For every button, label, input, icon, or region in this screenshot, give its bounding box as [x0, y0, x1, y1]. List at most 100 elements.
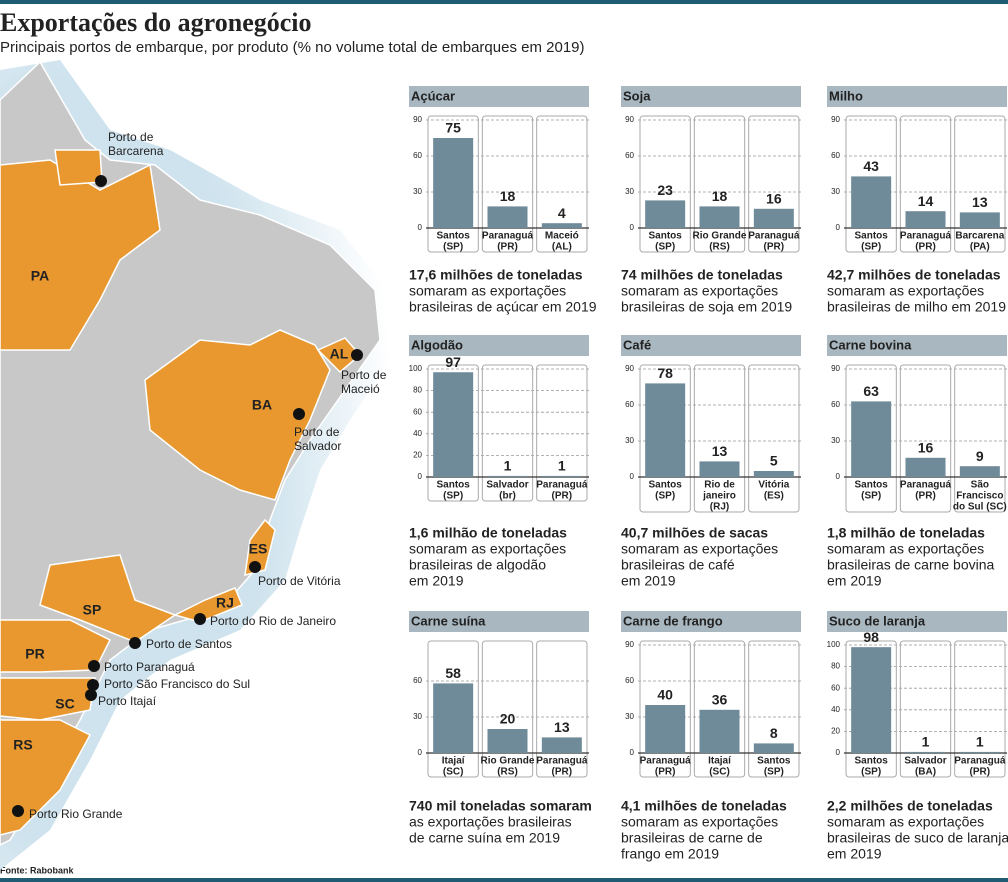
caption-headline: 42,7 milhões de toneladas — [827, 267, 1001, 283]
bar — [541, 475, 582, 477]
x-tick-label: Francisco — [956, 491, 1003, 502]
x-tick-label: (SP) — [443, 491, 463, 502]
y-tick-label: 60 — [625, 676, 634, 685]
value-label: 36 — [712, 692, 728, 708]
x-tick-label: (ES) — [764, 491, 784, 502]
band-frame — [639, 640, 691, 778]
caption-text: somaram as exportações — [621, 814, 778, 830]
bar — [645, 200, 686, 228]
x-tick-label: (SP) — [764, 767, 784, 778]
value-label: 98 — [863, 629, 879, 645]
port-label: Porto de — [294, 425, 340, 439]
bar — [851, 401, 892, 477]
band-frame — [427, 640, 479, 778]
band-frame — [899, 640, 952, 778]
band-frame — [899, 115, 952, 253]
caption-text: brasileiras de carne de — [621, 830, 763, 846]
bar — [699, 206, 740, 228]
x-tick-label: (PR) — [552, 767, 573, 778]
x-tick-label: (SC) — [443, 767, 464, 778]
chart-title: Algodão — [411, 337, 463, 352]
state-label: BA — [252, 397, 272, 413]
caption-headline: 2,2 milhões de toneladas — [827, 798, 993, 814]
chart-title: Suco de laranja — [829, 613, 926, 628]
x-tick-label: Salvador — [486, 480, 528, 491]
x-tick-label: Paranaguá — [748, 231, 800, 242]
port-dot — [249, 561, 261, 573]
x-tick-label: Paranaguá — [640, 756, 692, 767]
x-tick-label: (SP) — [861, 491, 881, 502]
y-tick-label: 60 — [413, 407, 422, 416]
y-tick-label: 80 — [831, 662, 840, 671]
band-frame — [639, 115, 691, 253]
x-tick-label: Santos — [648, 480, 682, 491]
bar — [905, 211, 946, 228]
y-tick-label: 0 — [836, 748, 841, 757]
value-label: 8 — [770, 725, 778, 741]
caption-text: brasileiras de carne bovina — [827, 557, 995, 573]
y-tick-label: 90 — [625, 115, 634, 124]
subtitle: Principais portos de embarque, por produ… — [0, 39, 585, 56]
value-label: 20 — [500, 711, 516, 727]
caption-text: brasileiras de café — [621, 557, 735, 573]
value-label: 97 — [445, 354, 461, 370]
port-dot — [194, 613, 206, 625]
chart-title: Carne bovina — [829, 337, 912, 352]
caption-text: brasileiras de suco de laranja — [827, 830, 1008, 846]
chart-title: Soja — [623, 88, 651, 103]
bar — [959, 212, 1000, 228]
y-tick-label: 0 — [836, 223, 841, 232]
x-tick-label: (SC) — [709, 767, 730, 778]
band-frame — [954, 364, 1006, 513]
caption-headline: 17,6 milhões de toneladas — [409, 267, 583, 283]
port-label: Porto Paranaguá — [104, 660, 195, 674]
bar — [959, 751, 1000, 753]
port-label: Porto de Vitória — [258, 574, 341, 588]
x-tick-label: Santos — [648, 231, 682, 242]
caption-text: em 2019 — [827, 573, 882, 589]
value-label: 13 — [554, 719, 570, 735]
bar — [851, 176, 892, 228]
y-tick-label: 20 — [413, 451, 422, 460]
band-frame — [481, 115, 534, 253]
caption-headline: 4,1 milhões de toneladas — [621, 798, 787, 814]
bar — [905, 457, 946, 477]
bar — [433, 372, 474, 477]
port-label: Porto Itajaí — [98, 694, 157, 708]
x-tick-label: (AL) — [552, 242, 572, 253]
port-dot — [351, 349, 363, 361]
state-area — [54, 149, 103, 186]
y-tick-label: 30 — [831, 436, 840, 445]
value-label: 16 — [918, 440, 934, 456]
caption-headline: 74 milhões de toneladas — [621, 267, 783, 283]
bar — [753, 471, 794, 477]
port-dot — [87, 679, 99, 691]
port-label: Porto de Santos — [146, 637, 232, 651]
band-frame — [536, 364, 588, 502]
x-tick-label: (SP) — [655, 491, 675, 502]
band-frame — [748, 640, 800, 778]
chart-header — [409, 86, 589, 107]
x-tick-label: Rio Grande — [481, 756, 535, 767]
x-tick-label: Barcarena — [955, 231, 1004, 242]
y-tick-label: 0 — [630, 223, 635, 232]
x-tick-label: Santos — [854, 231, 888, 242]
chart-title: Açúcar — [411, 88, 455, 103]
x-tick-label: do Sul (SC) — [953, 502, 1007, 513]
band-frame — [536, 115, 588, 253]
bar — [433, 138, 474, 228]
port-dot — [85, 689, 97, 701]
value-label: 63 — [863, 383, 879, 399]
x-tick-label: janeiro — [702, 491, 736, 502]
x-tick-label: (SP) — [655, 242, 675, 253]
chart-title: Café — [623, 337, 651, 352]
y-tick-label: 0 — [630, 748, 635, 757]
chart-title: Carne de frango — [623, 613, 723, 628]
bar — [905, 751, 946, 753]
caption-headline: 1,6 milhão de toneladas — [409, 525, 567, 541]
x-tick-label: (BA) — [915, 767, 936, 778]
bar — [851, 647, 892, 753]
bottom-rule — [0, 878, 1008, 882]
y-tick-label: 0 — [418, 223, 423, 232]
x-tick-label: Rio Grande — [693, 231, 747, 242]
